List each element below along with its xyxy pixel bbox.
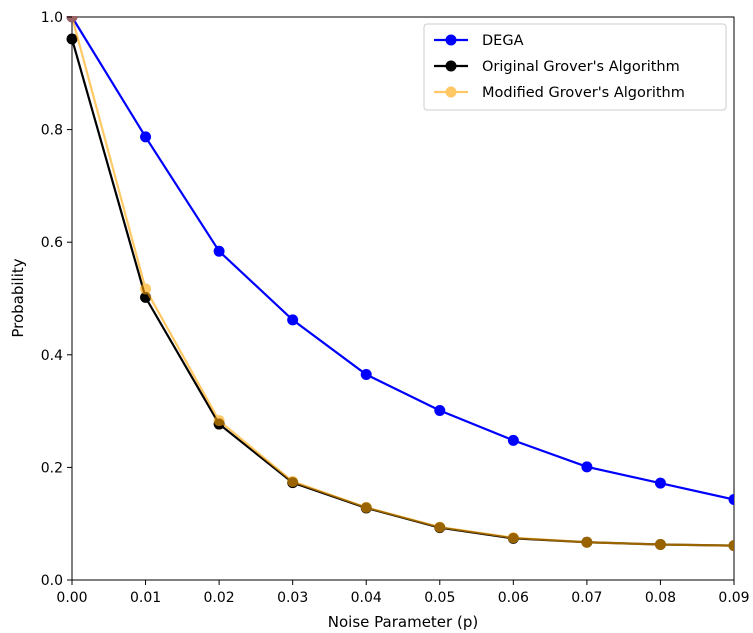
x-tick-label: 0.05 <box>424 590 455 606</box>
series-0 <box>66 16 734 505</box>
y-tick-label: 0.4 <box>41 348 63 364</box>
x-tick-label: 0.00 <box>56 590 87 606</box>
data-point <box>66 16 78 23</box>
x-tick-label: 0.06 <box>498 590 529 606</box>
data-point <box>728 493 734 505</box>
x-axis-label: Noise Parameter (p) <box>328 613 478 631</box>
legend-label: Modified Grover's Algorithm <box>482 85 685 101</box>
x-tick-label: 0.09 <box>718 590 749 606</box>
data-point <box>360 369 372 381</box>
data-point <box>654 477 666 489</box>
data-point <box>213 415 225 427</box>
legend-box <box>423 23 727 111</box>
series-layer <box>66 16 734 552</box>
data-point <box>581 461 593 473</box>
x-tick-label: 0.04 <box>351 590 382 606</box>
data-point <box>360 501 372 513</box>
data-point <box>434 521 446 533</box>
data-point <box>287 475 299 487</box>
data-point <box>507 532 519 544</box>
y-tick-label: 0.8 <box>41 123 63 139</box>
series-line <box>71 16 734 501</box>
data-point <box>434 405 446 417</box>
data-point <box>213 245 225 257</box>
data-point <box>654 539 666 551</box>
legend-label: DEGA <box>482 33 524 49</box>
data-point <box>581 536 593 548</box>
x-tick-label: 0.03 <box>277 590 308 606</box>
x-axis: 0.00 0.01 0.02 0.03 0.04 0.05 0.06 0.07 0.08 0.09 <box>56 580 750 606</box>
legend: DEGA Original Grover's Algorithm Modified … <box>423 23 727 111</box>
data-point <box>140 131 152 143</box>
y-tick-label: 0.0 <box>41 573 63 589</box>
y-axis: 0.0 0.2 0.4 0.6 0.8 1.0 <box>41 10 72 589</box>
data-point <box>66 33 78 45</box>
x-tick-label: 0.07 <box>571 590 602 606</box>
legend-label: Original Grover's Algorithm <box>482 59 680 75</box>
axes-frame <box>71 16 735 581</box>
legend-item <box>434 86 468 98</box>
series-1 <box>66 33 734 552</box>
y-axis-label: Probability <box>9 258 27 337</box>
legend-marker <box>445 34 457 46</box>
data-point <box>287 314 299 326</box>
x-tick-label: 0.08 <box>645 590 676 606</box>
data-point <box>507 434 519 446</box>
legend-item <box>434 34 468 46</box>
series-2 <box>66 16 734 552</box>
plot-area <box>71 16 735 581</box>
legend-marker <box>445 86 457 98</box>
series-line <box>70 16 734 547</box>
data-point <box>140 283 152 295</box>
x-tick-label: 0.02 <box>204 590 235 606</box>
series-line <box>70 38 734 547</box>
legend-item <box>434 60 468 72</box>
data-point <box>728 540 734 552</box>
x-tick-label: 0.01 <box>130 590 161 606</box>
y-tick-label: 0.2 <box>41 460 63 476</box>
y-tick-label: 0.6 <box>41 235 63 251</box>
legend-marker <box>445 60 457 72</box>
y-tick-label: 1.0 <box>41 10 63 26</box>
